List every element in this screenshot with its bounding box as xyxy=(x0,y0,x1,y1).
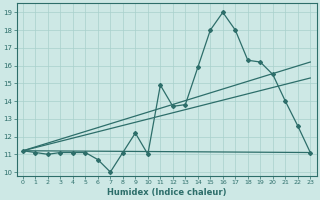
X-axis label: Humidex (Indice chaleur): Humidex (Indice chaleur) xyxy=(107,188,226,197)
